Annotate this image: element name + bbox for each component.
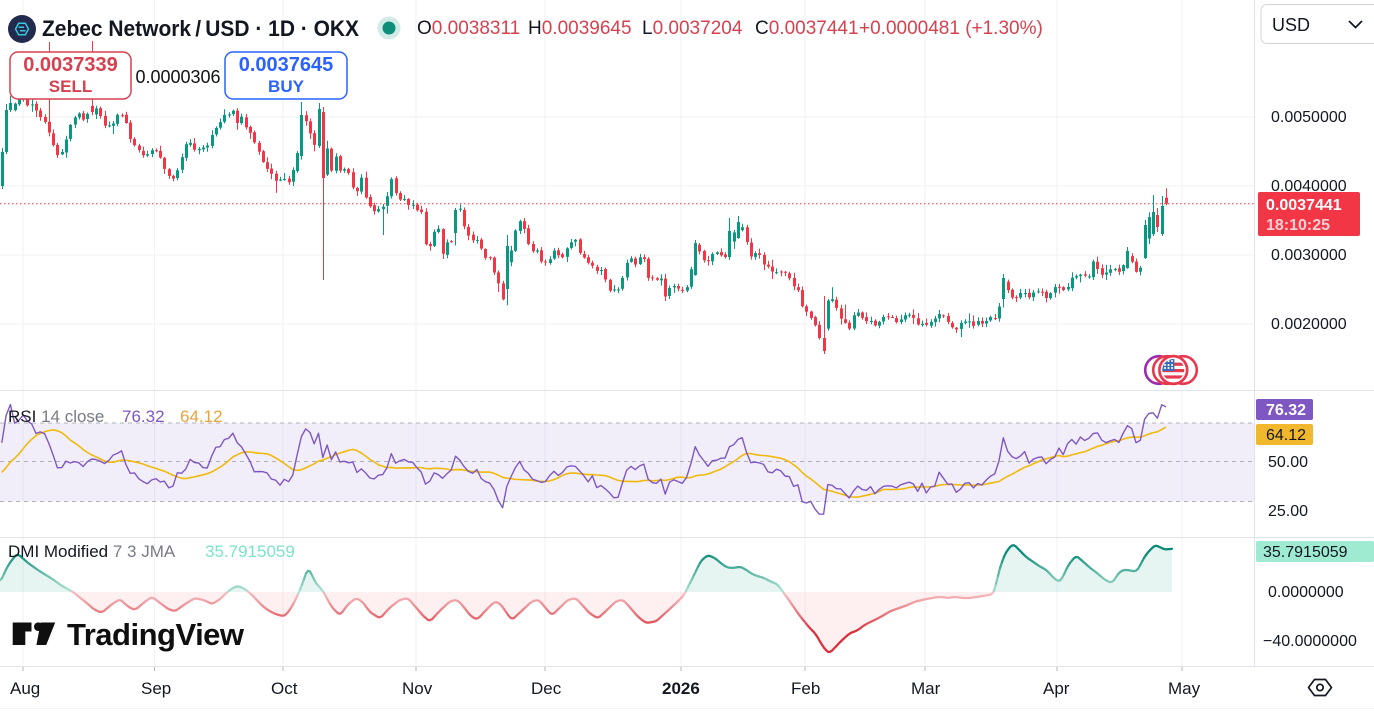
svg-text:TradingView: TradingView xyxy=(67,617,245,652)
svg-text:0.0020000: 0.0020000 xyxy=(1271,316,1347,333)
svg-text:2026: 2026 xyxy=(662,679,700,698)
svg-text:Feb: Feb xyxy=(791,679,820,698)
svg-text:64.12: 64.12 xyxy=(1266,427,1306,444)
svg-text:C0.0037441: C0.0037441 xyxy=(755,18,859,39)
svg-text:USD: USD xyxy=(1272,15,1310,35)
svg-text:0.0037441: 0.0037441 xyxy=(1266,197,1342,214)
svg-text:BUY: BUY xyxy=(268,77,305,96)
svg-text:Zebec Network / USD · 1D · OKX: Zebec Network / USD · 1D · OKX xyxy=(42,16,359,41)
svg-text:SELL: SELL xyxy=(49,77,92,96)
svg-text:May: May xyxy=(1168,679,1201,698)
svg-text:DMI Modified 7 3 JMA 35.791505: DMI Modified 7 3 JMA 35.7915059 xyxy=(8,542,295,561)
svg-text:0.0000306: 0.0000306 xyxy=(135,67,220,87)
svg-text:Nov: Nov xyxy=(402,679,433,698)
svg-text:Oct: Oct xyxy=(271,679,298,698)
svg-text:Dec: Dec xyxy=(531,679,562,698)
svg-text:35.7915059: 35.7915059 xyxy=(1263,544,1348,561)
svg-text:H0.0039645: H0.0039645 xyxy=(528,18,632,39)
svg-text:O0.0038311: O0.0038311 xyxy=(417,18,520,39)
svg-text:+0.0000481 (+1.30%): +0.0000481 (+1.30%) xyxy=(859,18,1043,39)
svg-text:Mar: Mar xyxy=(911,679,941,698)
svg-text:Aug: Aug xyxy=(10,679,40,698)
svg-text:0.0050000: 0.0050000 xyxy=(1271,109,1347,126)
svg-text:0.0040000: 0.0040000 xyxy=(1271,178,1347,195)
svg-text:0.0000000: 0.0000000 xyxy=(1268,584,1344,601)
svg-text:0.0037339: 0.0037339 xyxy=(23,54,118,76)
svg-text:Apr: Apr xyxy=(1043,679,1070,698)
svg-text:L0.0037204: L0.0037204 xyxy=(642,18,743,39)
svg-text:76.32: 76.32 xyxy=(1266,402,1306,419)
svg-text:−40.0000000: −40.0000000 xyxy=(1263,633,1357,650)
svg-text:0.0030000: 0.0030000 xyxy=(1271,247,1347,264)
svg-text:25.00: 25.00 xyxy=(1268,503,1308,520)
svg-text:0.0037645: 0.0037645 xyxy=(239,54,334,76)
svg-text:50.00: 50.00 xyxy=(1268,454,1308,471)
svg-text:Sep: Sep xyxy=(141,679,171,698)
svg-text:18:10:25: 18:10:25 xyxy=(1266,217,1330,234)
